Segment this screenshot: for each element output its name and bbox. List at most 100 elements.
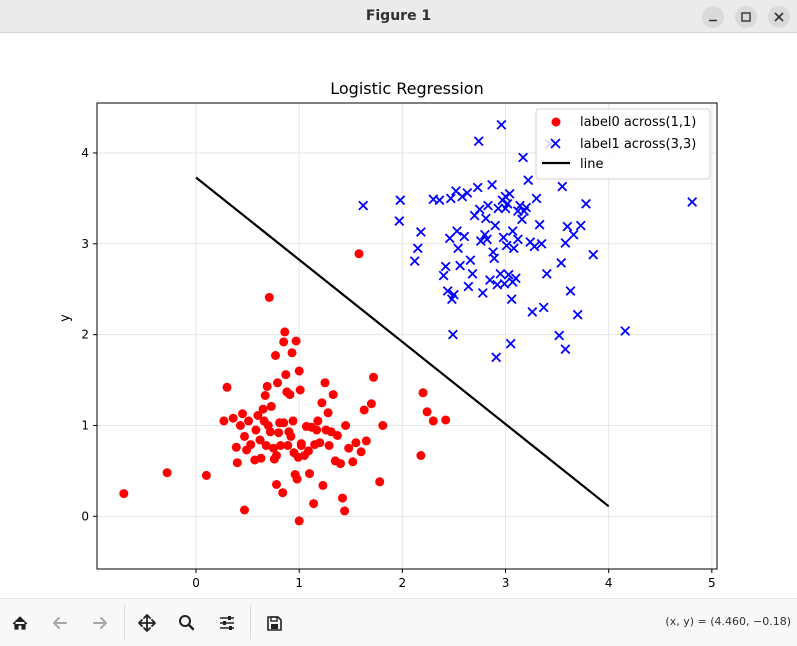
- y-axis-label: y: [58, 314, 73, 322]
- label0-point: [278, 488, 288, 498]
- label0-point: [283, 441, 293, 450]
- home-button[interactable]: [6, 609, 34, 637]
- label1-point: [487, 179, 498, 190]
- legend-label-1: label1 across(3,3): [580, 137, 696, 152]
- label1-point: [560, 344, 571, 355]
- label1-point: [568, 229, 579, 240]
- x-tick-label: 4: [605, 576, 613, 590]
- label1-point: [562, 221, 573, 232]
- label0-point: [366, 399, 376, 409]
- minimize-button[interactable]: [702, 6, 724, 28]
- legend-marker-label1: [550, 138, 561, 149]
- label1-point: [444, 233, 455, 244]
- label0-point: [341, 421, 351, 430]
- label0-point: [266, 401, 276, 411]
- label0-point: [244, 416, 254, 426]
- forward-button[interactable]: [86, 609, 114, 637]
- label0-point: [354, 249, 364, 259]
- label1-point: [493, 203, 504, 214]
- label1-point: [572, 309, 583, 320]
- label0-point: [428, 416, 438, 426]
- zoom-button[interactable]: [173, 609, 201, 637]
- label1-point: [536, 238, 547, 249]
- label1-point: [491, 352, 502, 363]
- label0-point: [422, 407, 432, 417]
- label0-point: [228, 413, 238, 423]
- label0-point: [201, 470, 211, 480]
- maximize-button[interactable]: [735, 6, 757, 28]
- label0-point: [348, 457, 358, 467]
- label0-point: [256, 453, 266, 463]
- label1-point: [588, 249, 599, 260]
- close-button[interactable]: [768, 6, 790, 28]
- label0-point: [276, 441, 286, 450]
- label1-point: [557, 181, 568, 192]
- configure-button[interactable]: [213, 609, 241, 637]
- label1-point: [480, 213, 491, 224]
- label0-point: [441, 415, 451, 425]
- navigation-toolbar: (x, y) = (4.460, −0.18): [0, 598, 797, 646]
- chart-title: Logistic Regression: [330, 79, 483, 98]
- label0-point: [272, 480, 281, 489]
- label0-point: [324, 441, 334, 450]
- label1-point: [459, 231, 470, 242]
- pan-icon: [138, 614, 156, 632]
- window-title: Figure 1: [365, 8, 432, 24]
- y-tick-label: 1: [81, 418, 89, 432]
- label0-point: [328, 390, 338, 400]
- label0-point: [273, 378, 282, 388]
- label0-point: [219, 416, 229, 426]
- label1-point: [507, 226, 518, 237]
- pan-button[interactable]: [133, 609, 161, 637]
- label1-point: [489, 253, 500, 264]
- label1-point: [515, 200, 525, 211]
- label0-point: [261, 441, 271, 450]
- label0-point: [258, 404, 268, 414]
- save-icon: [267, 616, 282, 631]
- label0-point: [315, 438, 325, 448]
- label0-point: [280, 327, 290, 337]
- label1-point: [490, 220, 501, 231]
- label1-point: [498, 232, 509, 243]
- label0-point: [296, 441, 306, 450]
- x-tick-label: 5: [708, 576, 716, 590]
- label1-point: [523, 175, 534, 186]
- decision-boundary-line: [195, 176, 610, 508]
- label1-point: [452, 226, 462, 237]
- label0-point: [304, 446, 313, 456]
- label1-point: [512, 206, 523, 217]
- close-icon: [774, 12, 784, 22]
- label1-point: [541, 268, 552, 279]
- y-tick-label: 0: [81, 509, 89, 523]
- label1-point: [434, 195, 445, 206]
- label0-point: [418, 388, 428, 398]
- legend-marker-label0: [551, 117, 561, 127]
- configure-icon: [220, 616, 234, 630]
- label0-point: [323, 408, 333, 418]
- save-button[interactable]: [260, 609, 288, 637]
- label0-point: [338, 493, 347, 503]
- legend-label-2: line: [580, 157, 603, 172]
- back-icon: [53, 617, 67, 629]
- label1-point: [503, 269, 514, 280]
- label1-point: [409, 256, 420, 267]
- label0-point: [274, 428, 284, 438]
- window-titlebar: Figure 1: [0, 0, 797, 33]
- label0-point: [251, 425, 261, 435]
- label1-point: [477, 287, 488, 298]
- label1-point: [395, 195, 406, 206]
- label1-point: [508, 243, 519, 254]
- label1-point: [496, 119, 507, 130]
- label1-point: [575, 220, 586, 231]
- label0-point: [232, 458, 242, 468]
- label0-point: [222, 382, 232, 392]
- label0-point: [359, 405, 369, 415]
- label0-point: [271, 351, 280, 360]
- y-tick-label: 4: [81, 146, 89, 160]
- back-button[interactable]: [46, 609, 74, 637]
- label1-point: [447, 329, 458, 340]
- cursor-coordinates: (x, y) = (4.460, −0.18): [665, 615, 791, 628]
- label1-point: [505, 338, 516, 349]
